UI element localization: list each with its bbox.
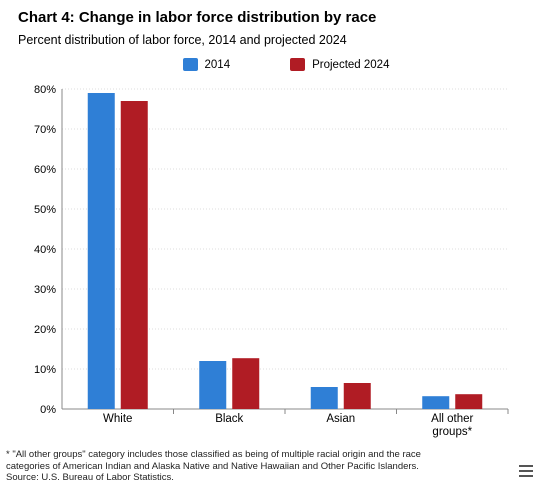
y-tick-label: 10% [34,364,56,376]
hamburger-menu-icon[interactable] [519,465,533,478]
legend-item-2014[interactable]: 2014 [155,58,231,71]
bar-2024-asian [343,383,371,409]
bar-2014-all-other-groups [422,396,450,409]
legend-label-2024: Projected 2024 [312,58,390,71]
bar-chart: 0% 10% 20% 30% 40% 50% 60% 70% 80% White Black Asia… [34,84,509,438]
y-tick-label: 0% [40,404,56,416]
y-tick-label: 30% [34,284,56,296]
y-tick-label: 70% [34,124,56,136]
x-tick-label: groups* [432,426,472,438]
legend-label-2014: 2014 [204,58,231,71]
bar-2014-white [87,93,115,409]
bar-2024-all-other-groups [455,394,483,409]
legend-swatch-2024 [290,58,306,71]
y-tick-label: 60% [34,164,56,176]
bar-2014-asian [310,387,338,409]
bar-2024-black [232,358,260,409]
footnote: * "All other groups" category includes t… [6,449,526,484]
chart-title: Chart 4: Change in labor force distribut… [18,9,377,26]
x-tick-label: Asian [326,413,355,425]
legend-item-2024[interactable]: Projected 2024 [262,58,389,71]
y-tick-label: 50% [34,204,56,216]
footnote-line-2: categories of American Indian and Alaska… [6,460,419,472]
bar-2014-black [199,361,227,409]
legend-swatch-2014 [182,58,198,71]
x-tick-label: White [103,413,132,425]
y-tick-label: 40% [34,244,56,256]
x-tick-label: Black [215,413,243,425]
y-tick-label: 20% [34,324,56,336]
legend: 2014 Projected 2024 [0,58,544,71]
footnote-line-1: * "All other groups" category includes t… [6,449,421,460]
x-tick-label: All other [431,413,473,425]
chart-subtitle: Percent distribution of labor force, 201… [18,33,347,47]
y-tick-label: 80% [34,84,56,96]
bar-2024-white [120,101,148,409]
source-note: Source: U.S. Bureau of Labor Statistics. [6,472,174,483]
